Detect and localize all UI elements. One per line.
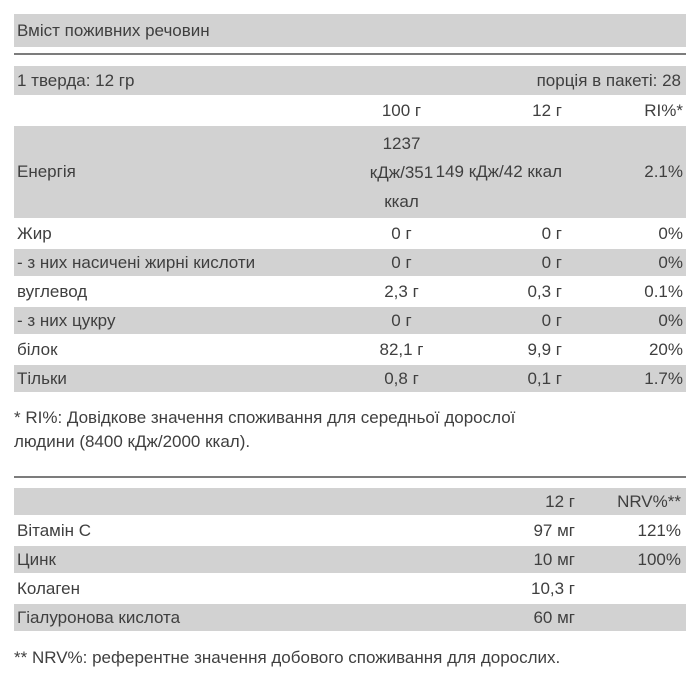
- ri-percent: 1.7%: [562, 365, 686, 392]
- divider-top: [14, 53, 686, 55]
- column-header-nrv: NRV%**: [577, 488, 686, 515]
- section-title-bar: Вміст поживних речовин: [14, 14, 686, 47]
- value-per-100g: 0 г: [391, 223, 412, 243]
- table-row-vitamin-c: Вітамін С 97 мг 121%: [14, 517, 686, 544]
- value-per-12g: 10,3 г: [530, 578, 575, 598]
- value-per-12g: 0,3 г: [527, 281, 562, 301]
- value-per-100g: 2,3 г: [384, 281, 419, 301]
- micro-nutrition-table: 12 г NRV%** Вітамін С 97 мг 121% Цинк 10…: [14, 486, 686, 633]
- table-row-zinc: Цинк 10 мг 100%: [14, 546, 686, 573]
- table-row-sugars: - з них цукру 0 г 0 г 0%: [14, 307, 686, 334]
- nutrient-label: Жир: [17, 223, 52, 243]
- table-row-energy: Енергія 1237 кДж/351 ккал 149 кДж/42 кка…: [14, 126, 686, 218]
- ri-percent: 0.1%: [644, 281, 683, 301]
- column-header-12g: 12 г: [354, 488, 577, 515]
- ri-percent: 0%: [562, 249, 686, 276]
- table-row-salt: Тільки 0,8 г 0,1 г 1.7%: [14, 365, 686, 392]
- nutrient-label: Вітамін С: [17, 520, 92, 540]
- nutrient-label: - з них цукру: [14, 307, 354, 334]
- nutrient-label: Цинк: [14, 546, 354, 573]
- table-row-hyaluronic-acid: Гіалуронова кислота 60 мг: [14, 604, 686, 631]
- nrv-percent: [577, 575, 686, 602]
- nutrient-label: вуглевод: [17, 281, 88, 301]
- value-per-12g: 0 г: [449, 249, 562, 276]
- value-per-12g: 97 мг: [533, 520, 575, 540]
- ri-percent: 20%: [648, 339, 683, 359]
- table-header-row: 100 г 12 г RI%*: [14, 97, 686, 124]
- nutrient-label: - з них насичені жирні кислоти: [14, 249, 354, 276]
- column-header-blank: [14, 97, 354, 124]
- table-row-protein: білок 82,1 г 9,9 г 20%: [14, 336, 686, 363]
- column-header-100g: 100 г: [381, 100, 422, 120]
- nrv-percent: 100%: [577, 546, 686, 573]
- servings-per-pack-text: порція в пакеті: 28: [536, 71, 681, 90]
- divider-middle: [14, 476, 686, 478]
- table-header-row: 12 г NRV%**: [14, 488, 686, 515]
- value-per-12g: 149 кДж/42 ккал: [435, 162, 562, 181]
- value-per-100g: 0 г: [354, 249, 449, 276]
- value-per-12g: 0,1 г: [449, 365, 562, 392]
- nrv-percent: 121%: [637, 520, 681, 540]
- value-per-12g: 9,9 г: [527, 339, 562, 359]
- table-row-collagen: Колаген 10,3 г: [14, 575, 686, 602]
- column-header-12g: 12 г: [532, 100, 562, 120]
- value-per-12g: 60 мг: [354, 604, 577, 631]
- value-per-100g: 0 г: [354, 307, 449, 334]
- nutrient-label: Енергія: [14, 126, 354, 218]
- nutrient-label: білок: [17, 339, 58, 359]
- ri-percent: 2.1%: [562, 126, 686, 218]
- serving-size-text: 1 тверда: 12 гр: [17, 71, 135, 90]
- nutrient-label: Гіалуронова кислота: [14, 604, 354, 631]
- value-per-100g: 0,8 г: [354, 365, 449, 392]
- table-row-saturated-fat: - з них насичені жирні кислоти 0 г 0 г 0…: [14, 249, 686, 276]
- column-header-ri: RI%*: [644, 100, 683, 120]
- ri-percent: 0%: [562, 307, 686, 334]
- ri-percent: 0%: [658, 223, 683, 243]
- value-per-12g: 0 г: [541, 223, 562, 243]
- ri-footnote: * RI%: Довідкове значення споживання для…: [14, 408, 516, 451]
- section-title: Вміст поживних речовин: [17, 21, 210, 40]
- table-row-fat: Жир 0 г 0 г 0%: [14, 220, 686, 247]
- value-per-100g: 82,1 г: [379, 339, 424, 359]
- serving-info-bar: 1 тверда: 12 гр порція в пакеті: 28: [14, 66, 686, 95]
- nutrient-label: Тільки: [14, 365, 354, 392]
- column-header-blank: [14, 488, 354, 515]
- nrv-footnote: ** NRV%: референтне значення добового сп…: [14, 648, 561, 667]
- value-per-12g-cell: 149 кДж/42 ккал: [436, 126, 562, 218]
- table-row-carbohydrate: вуглевод 2,3 г 0,3 г 0.1%: [14, 278, 686, 305]
- nutrient-label: Колаген: [17, 578, 81, 598]
- nrv-percent: [577, 604, 686, 631]
- value-per-12g: 0 г: [449, 307, 562, 334]
- macro-nutrition-table: 100 г 12 г RI%* Енергія 1237 кДж/351 кка…: [14, 95, 686, 394]
- value-per-12g: 10 мг: [354, 546, 577, 573]
- value-per-100g: 1237 кДж/351 ккал: [354, 126, 449, 218]
